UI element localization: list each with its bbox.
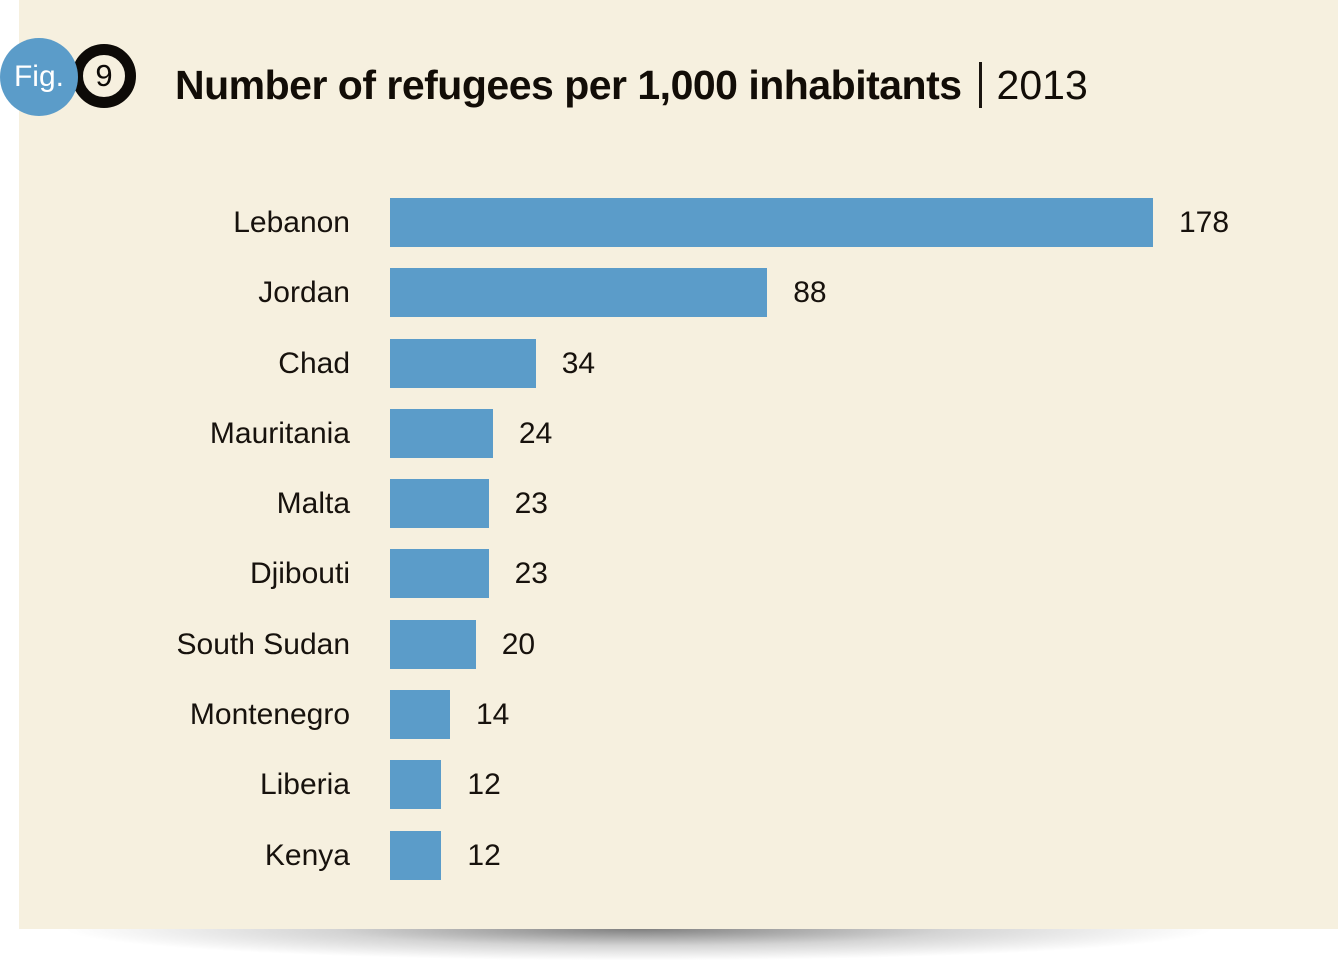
bar-value: 12 (467, 768, 501, 802)
figure-badge-label: Fig. (13, 60, 64, 93)
bar (390, 760, 442, 810)
bar-row: Chad 34 (0, 338, 1338, 388)
bar-label: Jordan (258, 276, 350, 310)
bar (390, 408, 493, 458)
bar (390, 479, 489, 529)
bar-value: 23 (514, 557, 548, 591)
bar (390, 198, 1153, 247)
bar (390, 338, 536, 388)
bar-label: Liberia (259, 768, 350, 802)
bar-label: Kenya (264, 838, 350, 872)
bar-label: Lebanon (233, 206, 350, 239)
chart-header: Number of refugees per 1,000 inhabitants… (175, 55, 1088, 115)
bar-label: Chad (278, 346, 350, 380)
bar-label: Malta (276, 487, 350, 521)
bar (390, 830, 442, 880)
bar-row: Mauritania 24 (0, 408, 1338, 458)
bar (390, 690, 450, 740)
bar (390, 619, 476, 669)
bar (390, 268, 768, 318)
bar-label: Djibouti (249, 557, 350, 591)
bar-row: Kenya 12 (0, 830, 1338, 880)
bar-value: 12 (467, 838, 501, 872)
bar-row: Montenegro 14 (0, 690, 1338, 740)
page-title: Number of refugees per 1,000 inhabitants (175, 61, 962, 108)
bar-row: South Sudan 20 (0, 619, 1338, 669)
bar-value: 23 (514, 487, 548, 521)
figure-card (19, 0, 1338, 929)
bar-value: 34 (561, 346, 596, 380)
title-year: 2013 (996, 61, 1088, 108)
bar-value: 88 (793, 276, 827, 310)
bar-label: Mauritania (209, 416, 350, 450)
figure-number: 9 (95, 58, 113, 93)
bar-chart: Lebanon 178 Jordan 88 Chad 34 Mauritania… (0, 198, 1338, 880)
bar-row: Djibouti 23 (0, 549, 1338, 599)
title-separator (978, 62, 982, 108)
bar-value: 20 (501, 627, 536, 661)
bar-row: Malta 23 (0, 479, 1338, 529)
bar (390, 549, 489, 599)
bar-value: 14 (476, 698, 510, 732)
page-curl-shadow (19, 929, 1338, 969)
bar-row: Lebanon 178 (0, 198, 1338, 247)
bar-row: Liberia 12 (0, 760, 1338, 810)
figure-badge: Fig. (0, 38, 78, 116)
bar-row: Jordan 88 (0, 268, 1338, 318)
bar-value: 24 (518, 416, 553, 450)
bar-label: Montenegro (189, 698, 350, 732)
figure-number-ring: 9 (72, 44, 136, 108)
bar-label: South Sudan (176, 627, 350, 661)
bar-value: 178 (1179, 206, 1230, 239)
